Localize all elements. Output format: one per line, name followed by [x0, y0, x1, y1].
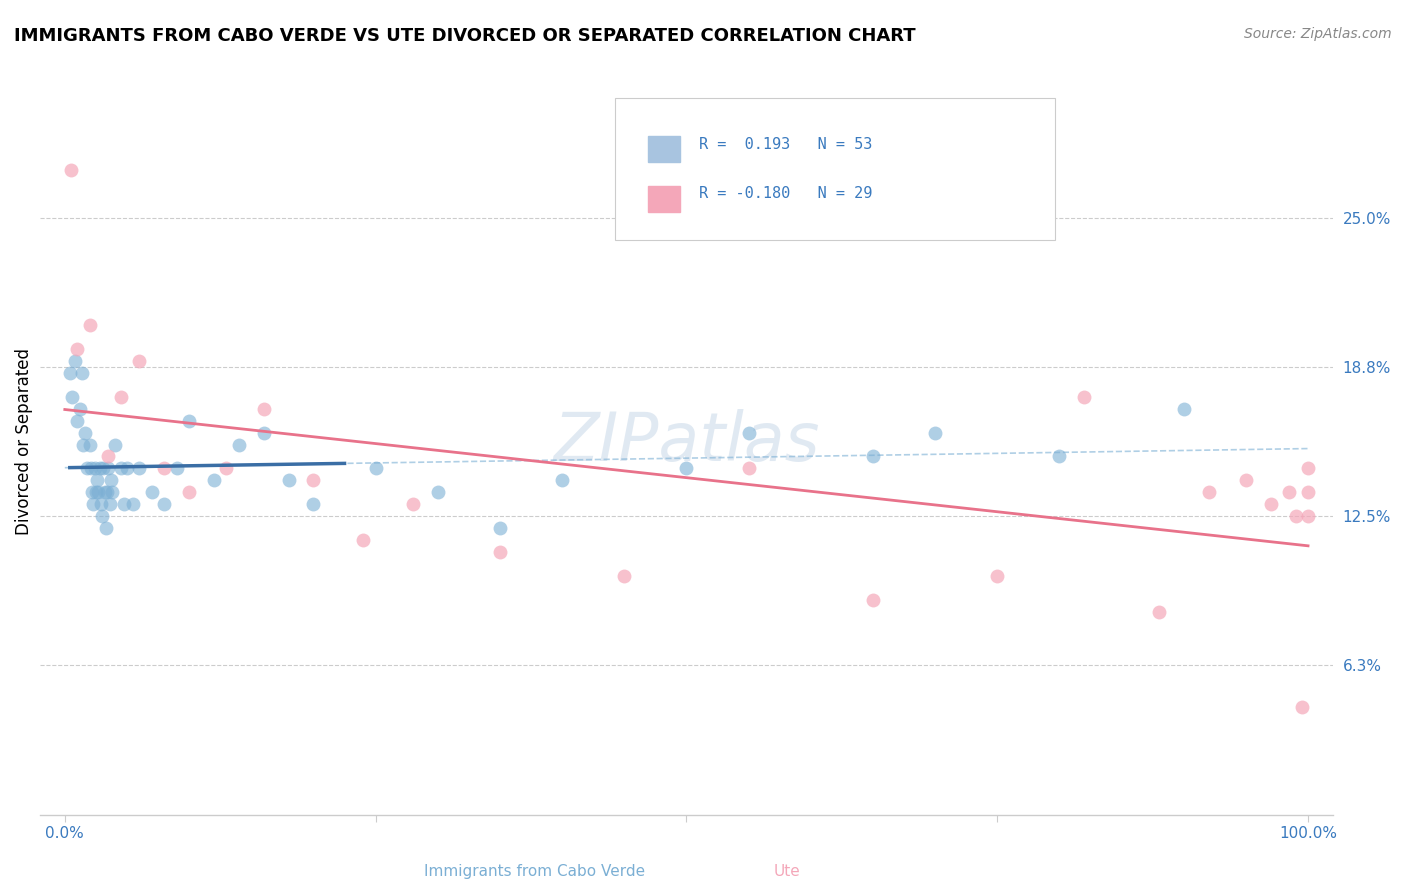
Point — [737, 425, 759, 440]
Point — [80, 461, 103, 475]
Point — [166, 461, 188, 475]
Bar — [648, 136, 681, 161]
Point — [115, 461, 138, 475]
Point — [103, 437, 125, 451]
Point — [302, 497, 325, 511]
Point — [489, 521, 512, 535]
Point — [72, 437, 94, 451]
Point — [122, 497, 145, 511]
Point — [551, 473, 574, 487]
Point — [69, 401, 91, 416]
Point — [70, 366, 93, 380]
Point — [1296, 485, 1319, 500]
Point — [1296, 461, 1319, 475]
Point — [60, 390, 83, 404]
Point — [91, 509, 114, 524]
Point — [202, 473, 225, 487]
Point — [89, 461, 111, 475]
Point — [1047, 450, 1070, 464]
Point — [128, 461, 150, 475]
Point — [862, 592, 884, 607]
Point — [97, 461, 120, 475]
Text: R =  0.193   N = 53: R = 0.193 N = 53 — [699, 137, 873, 153]
Point — [59, 366, 82, 380]
Point — [1198, 485, 1220, 500]
Point — [179, 485, 201, 500]
Text: Ute: Ute — [773, 863, 801, 879]
Point — [426, 485, 449, 500]
Point — [675, 461, 697, 475]
Point — [352, 533, 374, 547]
Point — [76, 461, 98, 475]
Bar — [648, 186, 681, 211]
Point — [93, 485, 115, 500]
Point — [277, 473, 299, 487]
Point — [179, 414, 201, 428]
Text: R = -0.180   N = 29: R = -0.180 N = 29 — [699, 186, 873, 202]
Point — [364, 461, 387, 475]
Point — [98, 497, 121, 511]
Point — [66, 414, 89, 428]
Point — [94, 521, 117, 535]
Point — [153, 461, 176, 475]
Point — [1278, 485, 1301, 500]
Point — [96, 485, 118, 500]
Point — [924, 425, 946, 440]
Point — [82, 497, 104, 511]
Point — [1173, 401, 1195, 416]
Point — [613, 569, 636, 583]
Text: Source: ZipAtlas.com: Source: ZipAtlas.com — [1244, 27, 1392, 41]
Point — [93, 461, 115, 475]
Point — [737, 461, 759, 475]
Point — [986, 569, 1008, 583]
FancyBboxPatch shape — [616, 98, 1054, 240]
Point — [302, 473, 325, 487]
Point — [1291, 700, 1313, 714]
Point — [73, 425, 96, 440]
Point — [1073, 390, 1095, 404]
Point — [215, 461, 238, 475]
Point — [128, 354, 150, 368]
Point — [153, 497, 176, 511]
Point — [86, 473, 108, 487]
Text: Immigrants from Cabo Verde: Immigrants from Cabo Verde — [423, 863, 645, 879]
Point — [489, 545, 512, 559]
Point — [228, 437, 250, 451]
Point — [1260, 497, 1282, 511]
Point — [79, 318, 101, 333]
Point — [110, 461, 132, 475]
Point — [97, 450, 120, 464]
Y-axis label: Divorced or Separated: Divorced or Separated — [15, 348, 32, 535]
Point — [114, 497, 136, 511]
Point — [402, 497, 425, 511]
Point — [1234, 473, 1257, 487]
Point — [66, 342, 89, 356]
Point — [1284, 509, 1306, 524]
Point — [253, 401, 276, 416]
Point — [87, 485, 110, 500]
Point — [1147, 605, 1170, 619]
Point — [110, 390, 132, 404]
Point — [90, 497, 112, 511]
Point — [862, 450, 884, 464]
Point — [83, 461, 105, 475]
Text: ZIPatlas: ZIPatlas — [553, 409, 820, 475]
Point — [100, 473, 122, 487]
Point — [84, 485, 107, 500]
Point — [82, 485, 104, 500]
Point — [63, 354, 86, 368]
Point — [1296, 509, 1319, 524]
Point — [253, 425, 276, 440]
Point — [60, 163, 83, 178]
Text: IMMIGRANTS FROM CABO VERDE VS UTE DIVORCED OR SEPARATED CORRELATION CHART: IMMIGRANTS FROM CABO VERDE VS UTE DIVORC… — [14, 27, 915, 45]
Point — [101, 485, 124, 500]
Point — [141, 485, 163, 500]
Point — [79, 437, 101, 451]
